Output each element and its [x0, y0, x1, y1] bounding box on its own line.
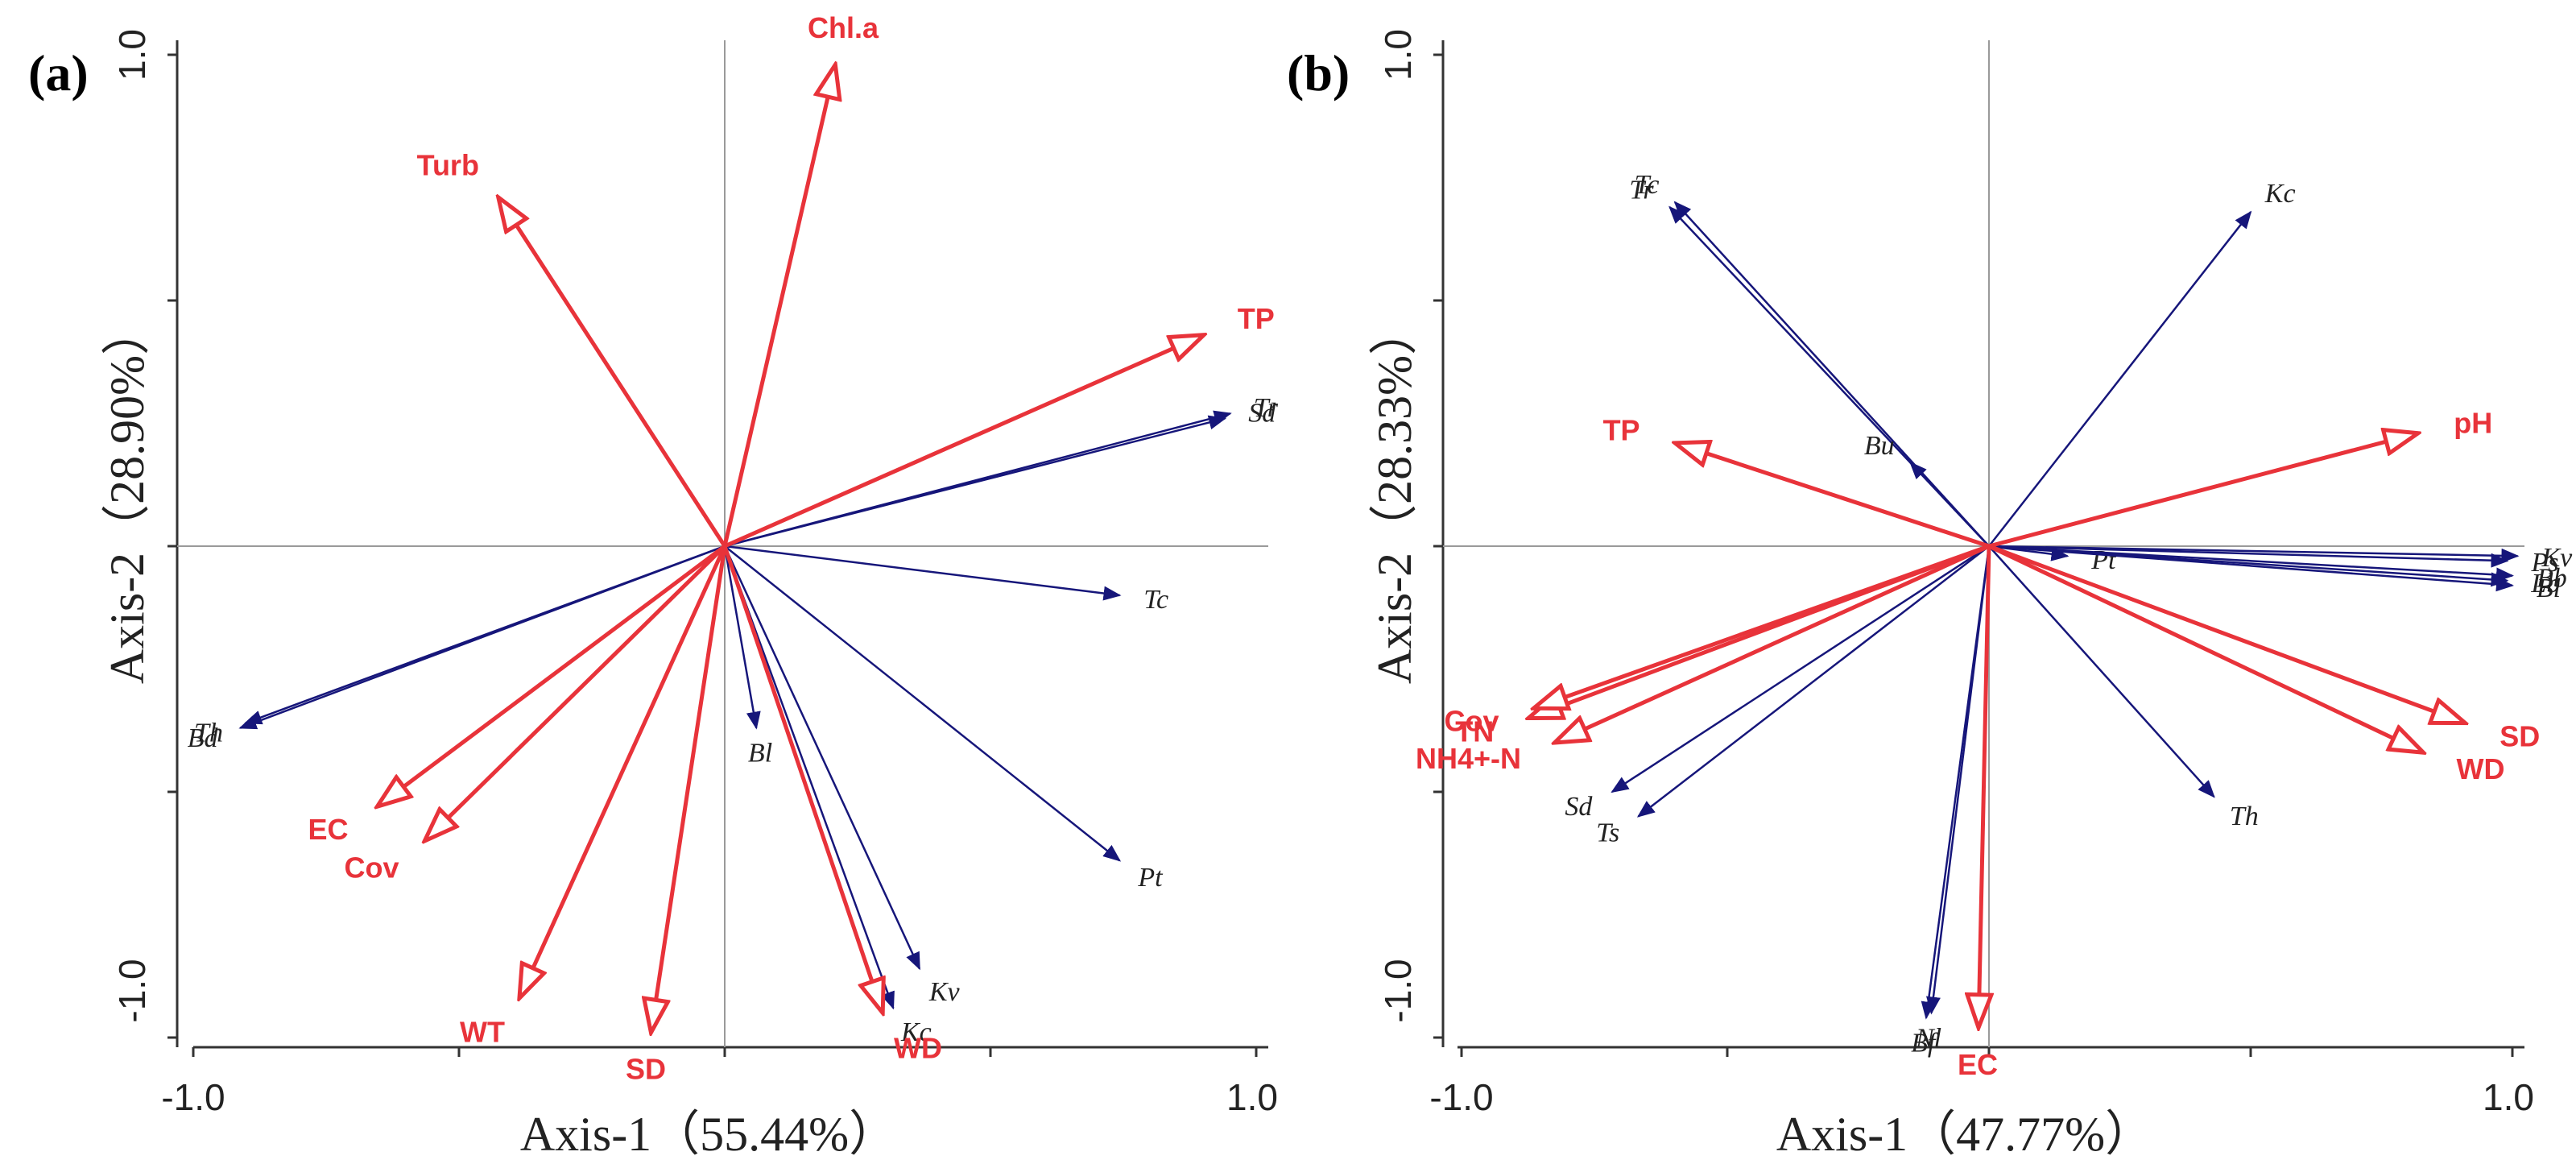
panel-a-x-axis-title: Axis-1（55.44%） [520, 1108, 897, 1160]
panel-b-env-label-cov: Cov [1444, 705, 1499, 738]
panel-a-env-label-tp: TP [1238, 302, 1275, 335]
panel-b-species-label-ts: Ts [1596, 818, 1619, 848]
panel-b: -1.0 1.0 1.0 -1.0 Axis-1（47.77%） Axis-2（… [1287, 29, 2573, 1160]
panel-b-env-label-tn: TN [1455, 715, 1494, 748]
panel-b-species-label-ps: Ps [2530, 548, 2558, 578]
panel-b-species-label-kc: Kc [2264, 179, 2296, 209]
panel-a: -1.0 1.0 1.0 -1.0 Axis-1（55.44%） Axis-2（… [28, 11, 1279, 1160]
panel-b-xtick-label-max: 1.0 [2483, 1076, 2534, 1118]
panel-a-env-label-chl-a: Chl.a [808, 11, 879, 44]
panel-a-ytick-label-max: 1.0 [111, 29, 153, 81]
panel-b-env-vector-ph [1988, 433, 2418, 549]
panel-a-species-vector-pt [724, 545, 1122, 862]
panel-a-xtick-label-min: -1.0 [161, 1076, 225, 1118]
panel-a-env-label-sd: SD [626, 1052, 666, 1085]
panel-b-y-axis-title: Axis-2（28.33%） [1368, 307, 1421, 684]
panel-b-species-label-bb: Bb [2537, 563, 2567, 593]
panel-b-axes [1433, 40, 2524, 1057]
panel-b-species-vector-ps [1988, 545, 2509, 568]
panel-b-label: (b) [1287, 44, 1350, 102]
panel-b-species-label-lb: Lb [2530, 569, 2560, 599]
panel-a-env-vector-sd [651, 545, 727, 1033]
panel-a-species-vector-bl [723, 545, 761, 730]
panel-a-ytick-label-min: -1.0 [111, 959, 153, 1022]
panel-a-species-vector-tr [724, 410, 1232, 548]
panel-b-species-vector-th [1988, 545, 2215, 798]
panel-a-species-label-kv: Kv [928, 977, 961, 1007]
panel-a-y-axis-title: Axis-2（28.90%） [101, 307, 154, 684]
panel-b-env-label-nh4-n: NH4+-N [1416, 742, 1521, 775]
panel-b-env-vector-tp [1675, 443, 1990, 549]
panel-b-env-vector-nh4-n [1555, 544, 1991, 743]
panel-b-ytick-label-max: 1.0 [1377, 29, 1419, 81]
panel-a-env-label-wd: WD [894, 1031, 942, 1064]
panel-a-env-vector-ec [377, 544, 726, 806]
panel-b-x-axis-title: Axis-1（47.77%） [1776, 1108, 2153, 1160]
panel-a-env-label-turb: Turb [417, 149, 479, 182]
panel-b-species-vector-ts [1636, 545, 1990, 818]
panel-b-species-label-tr: Tr [1629, 176, 1654, 205]
panel-a-xtick-label-max: 1.0 [1226, 1076, 1278, 1118]
panel-b-species-vector-sd [1611, 545, 1990, 793]
panel-a-species-label-bd: Bd [188, 723, 219, 753]
panel-b-env-label-wd: WD [2457, 752, 2505, 785]
panel-a-species-label-tr: Tr [1254, 393, 1279, 423]
panel-a-species-label-tc: Tc [1143, 585, 1168, 615]
panel-a-species-label-th: Th [194, 719, 223, 748]
panel-b-species-label-tc: Tc [1635, 170, 1660, 200]
panel-a-env-vector-tp [723, 335, 1204, 549]
panel-b-xtick-label-min: -1.0 [1429, 1076, 1493, 1118]
panel-b-species-label-sd: Sd [1565, 792, 1593, 822]
panel-a-env-label-ec: EC [308, 813, 348, 846]
panel-b-env-label-tp: TP [1603, 414, 1640, 447]
panel-b-species-vector-bf [1921, 545, 1991, 1020]
panel-b-species-label-bl: Bl [2537, 574, 2561, 603]
panel-b-species-label-bu: Bu [1864, 431, 1895, 461]
panel-a-env-vector-wd [722, 545, 883, 1013]
panel-b-ytick-label-min: -1.0 [1377, 959, 1419, 1022]
panel-a-env-vector-chl-a [722, 64, 835, 547]
panel-a-species-vector-tc [724, 545, 1122, 601]
panel-a-env-vector-turb [498, 197, 727, 548]
panel-b-env-vector-ec [1979, 545, 1989, 1028]
panel-b-species-label-kv: Kv [2541, 543, 2573, 573]
panel-b-env-vector-cov [1534, 544, 1990, 708]
panel-b-species-label-th: Th [2230, 802, 2259, 831]
panel-a-species-label-kc: Kc [900, 1017, 932, 1047]
panel-b-env-label-ec: EC [1958, 1048, 1998, 1081]
panel-b-env-label-ph: pH [2454, 406, 2492, 439]
panel-b-env-vector-wd [1987, 544, 2424, 752]
panel-b-species-vector-kc [1988, 210, 2252, 547]
panel-a-env-label-wt: WT [460, 1016, 505, 1049]
panel-a-species-vector-th [243, 545, 726, 725]
panel-a-env-vector-wt [519, 545, 727, 998]
panel-b-env-vector-sd [1988, 544, 2466, 723]
panel-a-env-label-cov: Cov [345, 851, 399, 884]
panel-a-species-label-sd: Sd [1248, 398, 1276, 428]
panel-b-env-label-sd: SD [2500, 720, 2540, 753]
panel-b-species-vector-bu [1909, 461, 1990, 547]
panel-b-species-vector-bl [1988, 545, 2514, 592]
panel-b-species-label-nl: Nl [1915, 1023, 1941, 1053]
panel-a-species-vector-kv [723, 545, 921, 971]
panel-a-species-label-bl: Bl [748, 738, 772, 768]
panel-b-species-vector-tc [1673, 201, 1990, 547]
panel-a-species-label-pt: Pt [1137, 863, 1164, 893]
panel-a-label: (a) [28, 44, 89, 102]
panel-b-species-label-bf: Bf [1911, 1028, 1939, 1058]
panel-a-env-vector-cov [424, 545, 726, 841]
